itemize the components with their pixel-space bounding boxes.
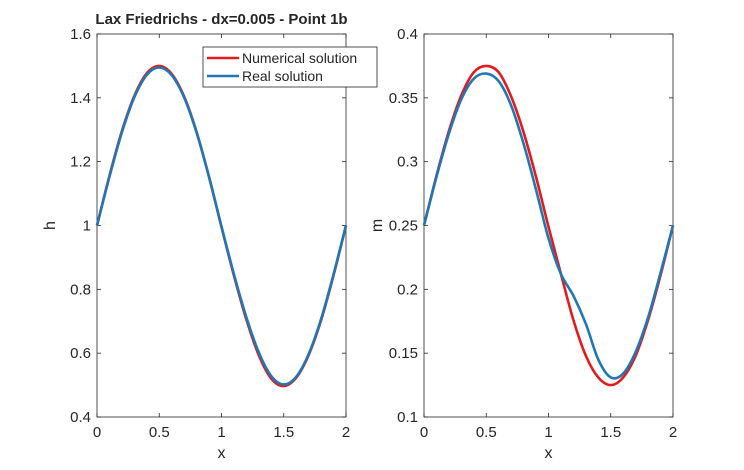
right-y-tick-label: 0.2 — [397, 281, 418, 298]
right-y-tick-label: 0.25 — [389, 218, 418, 235]
left-y-tick-label: 1 — [83, 218, 91, 235]
left-series-group — [95, 64, 348, 388]
right-numerical-solution-line — [422, 64, 675, 387]
right-y-tick-label: 0.1 — [397, 409, 418, 426]
right-x-tick-label: 1 — [544, 424, 552, 441]
right-x-tick-label: 1.5 — [600, 424, 621, 441]
left-y-tick-label: 1.2 — [70, 154, 91, 171]
right-x-axis-label: x — [545, 445, 553, 462]
right-x-tick-label: 2 — [669, 424, 677, 441]
legend-numerical-label: Numerical solution — [242, 50, 357, 66]
legend-real-label: Real solution — [242, 68, 323, 84]
left-x-tick-label: 1.5 — [273, 424, 294, 441]
right-y-tick-label: 0.15 — [389, 345, 418, 362]
right-real-solution-line — [422, 72, 675, 380]
left-x-tick-label: 1 — [217, 424, 225, 441]
right-y-tick-label: 0.4 — [397, 26, 418, 43]
left-y-tick-label: 0.6 — [70, 345, 91, 362]
left-x-tick-label: 0.5 — [149, 424, 170, 441]
right-y-tick-label: 0.35 — [389, 90, 418, 107]
right-axis-ticks: 0 0.5 1 1.5 2 0.1 0.15 0.2 0.25 0.3 0.35 0.4 — [389, 26, 677, 441]
chart-title: Lax Friedrichs - dx=0.005 - Point 1b — [95, 11, 347, 28]
left-y-tick-label: 1.4 — [70, 90, 91, 107]
left-x-tick-label: 2 — [342, 424, 350, 441]
left-subplot: 0 0.5 1 1.5 2 0.4 0.6 0.8 1 1.2 1.4 1.6 Lax Friedri… — [42, 11, 350, 462]
left-real-solution-line — [95, 66, 348, 386]
left-y-tick-label: 1.6 — [70, 26, 91, 43]
right-series-group — [422, 64, 675, 387]
legend: Numerical solution Real solution — [202, 46, 378, 88]
right-subplot: 0 0.5 1 1.5 2 0.1 0.15 0.2 0.25 0.3 0.35 0.4 x m — [369, 26, 677, 462]
right-x-tick-label: 0 — [420, 424, 428, 441]
left-y-tick-label: 0.4 — [70, 409, 91, 426]
right-x-tick-label: 0.5 — [476, 424, 497, 441]
left-x-axis-label: x — [218, 445, 226, 462]
right-y-axis-label: m — [369, 219, 386, 232]
left-y-axis-label: h — [42, 221, 59, 230]
left-axis-ticks: 0 0.5 1 1.5 2 0.4 0.6 0.8 1 1.2 1.4 1.6 — [70, 26, 350, 441]
left-x-tick-label: 0 — [93, 424, 101, 441]
legend-box — [202, 46, 378, 88]
left-y-tick-label: 0.8 — [70, 281, 91, 298]
right-y-tick-label: 0.3 — [397, 154, 418, 171]
